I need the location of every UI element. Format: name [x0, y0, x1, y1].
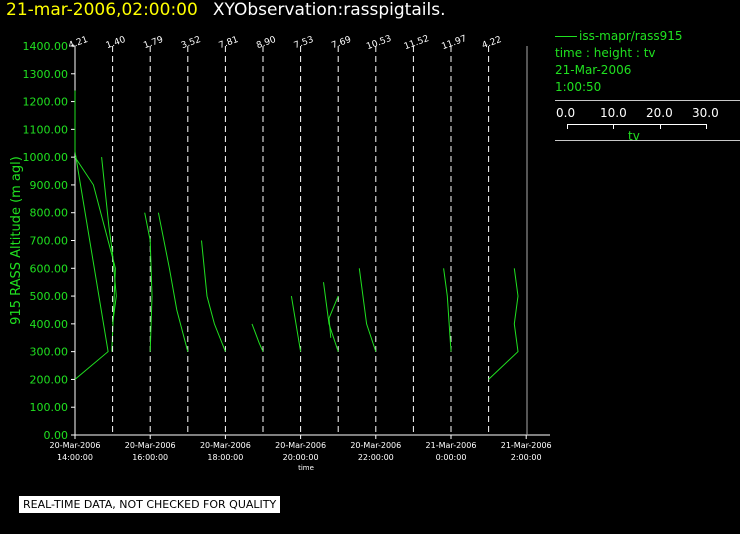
- profile-label: 11.97: [440, 34, 468, 52]
- profile-label: 4.21: [67, 35, 89, 51]
- x-tick-label-time: 0:00:00: [436, 453, 467, 462]
- x-tick-label-date: 21-Mar-2006: [501, 441, 552, 450]
- scale-tick: [567, 125, 568, 129]
- legend-line-sample: [555, 36, 577, 37]
- profile-label: 7.69: [330, 35, 353, 51]
- x-tick-label-time: 2:00:00: [511, 453, 542, 462]
- y-tick-label: 200.00: [30, 373, 69, 386]
- legend-divider: [555, 140, 740, 141]
- x-tick-label-date: 20-Mar-2006: [125, 441, 176, 450]
- profile-line: [488, 268, 519, 380]
- profile-line: [323, 282, 339, 352]
- profile-line: [201, 240, 226, 352]
- profile-line: [251, 323, 264, 352]
- scale-label: tv: [628, 129, 640, 143]
- scale-axis: [567, 124, 707, 129]
- chart: 0.00 100.00 200.00 300.00 400.00 500.00 600.00…: [9, 34, 552, 472]
- y-tick-label: 1100.00: [23, 123, 69, 136]
- x-tick-label-time: 18:00:00: [207, 453, 243, 462]
- y-tick-label: 300.00: [30, 346, 69, 359]
- profile-label: 11.52: [403, 34, 431, 52]
- x-tick-label-date: 21-Mar-2006: [426, 441, 477, 450]
- profile-line: [358, 268, 377, 352]
- y-tick-label: 0.00: [44, 429, 69, 442]
- title-date: 21-mar-2006,02:00:00: [6, 0, 198, 20]
- scale-tick: [660, 125, 661, 129]
- profile-label: 10.53: [365, 34, 393, 52]
- scale-tick-label: 10.0: [600, 106, 627, 120]
- x-tick-label-date: 20-Mar-2006: [350, 441, 401, 450]
- y-tick-label: 400.00: [30, 318, 69, 331]
- y-tick-label: 1200.00: [23, 96, 69, 109]
- y-tick-label: 1000.00: [23, 151, 69, 164]
- profile-line: [290, 296, 302, 352]
- profile-line: [328, 295, 339, 338]
- legend-time: 1:00:50: [555, 80, 602, 94]
- scale-tick: [706, 125, 707, 129]
- title-name: XYObservation:rasspigtails.: [212, 0, 446, 20]
- y-tick-label: 1300.00: [23, 68, 69, 81]
- y-tick-label: 900.00: [30, 179, 69, 192]
- profile-label: 7.53: [293, 35, 315, 51]
- y-tick-label: 600.00: [30, 262, 69, 275]
- legend: iss-mapr/rass915 time : height : tv 21-M…: [555, 28, 740, 96]
- profile-label: 4.22: [481, 35, 503, 51]
- x-tick-label-date: 20-Mar-2006: [50, 441, 101, 450]
- x-tick-label-time: 16:00:00: [132, 453, 168, 462]
- x-tick-label-date: 20-Mar-2006: [275, 441, 326, 450]
- x-tick-label-time: 14:00:00: [57, 453, 93, 462]
- y-tick-label: 700.00: [30, 235, 69, 248]
- profile-line: [157, 212, 189, 352]
- profile-line: [74, 90, 109, 380]
- profile-label: 8.90: [255, 35, 278, 51]
- quality-note: REAL-TIME DATA, NOT CHECKED FOR QUALITY: [19, 496, 281, 513]
- y-tick-label: 500.00: [30, 290, 69, 303]
- scale-tick-label: 30.0: [692, 106, 719, 120]
- profile-line: [443, 268, 452, 352]
- profile-label: 3.52: [180, 35, 202, 51]
- profile-line: [144, 212, 153, 352]
- legend-desc: time : height : tv: [555, 46, 656, 60]
- profile-line: [74, 156, 116, 352]
- y-tick-label: 800.00: [30, 207, 69, 220]
- title-bar: 21-mar-2006,02:00:00 XYObservation:rassp…: [6, 0, 445, 26]
- x-tick-label-date: 20-Mar-2006: [200, 441, 251, 450]
- x-tick-label-time: 22:00:00: [358, 453, 394, 462]
- scale-tick: [613, 125, 614, 129]
- profile-label: 1.40: [105, 35, 128, 51]
- profile-line: [101, 157, 117, 324]
- y-tick-label: 100.00: [30, 401, 69, 414]
- y-tick-label: 1400.00: [23, 40, 69, 53]
- legend-series: iss-mapr/rass915: [579, 29, 683, 43]
- legend-divider: [555, 100, 740, 101]
- x-axis-label: time: [298, 464, 314, 472]
- x-tick-label-time: 20:00:00: [283, 453, 319, 462]
- scale-tick-label: 20.0: [646, 106, 673, 120]
- profile-label: 1.79: [142, 35, 165, 51]
- y-axis-label: 915 RASS Altitude (m agl): [9, 156, 24, 325]
- legend-date: 21-Mar-2006: [555, 63, 632, 77]
- scale-tick-label: 0.0: [556, 106, 576, 120]
- profile-label: 7.81: [218, 35, 240, 51]
- legend-series-row: iss-mapr/rass915: [555, 28, 740, 45]
